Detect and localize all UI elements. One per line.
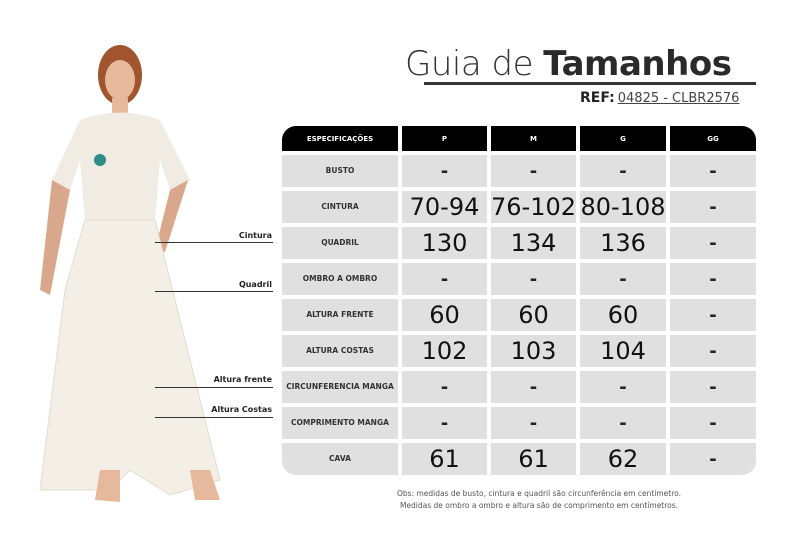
title-underline	[424, 82, 756, 85]
row-label: ALTURA COSTAS	[282, 335, 398, 367]
table-cell: 61	[491, 443, 576, 475]
table-cell: -	[670, 371, 756, 403]
altura-frente-line	[155, 387, 273, 388]
table-cell: -	[580, 371, 666, 403]
row-label: CAVA	[282, 443, 398, 475]
note-line-1: Obs: medidas de busto, cintura e quadril…	[397, 489, 681, 498]
table-cell: -	[670, 299, 756, 331]
table-cell: 60	[402, 299, 487, 331]
ref-value: 04825 - CLBR2576	[617, 91, 740, 106]
title-bold: Tamanhos	[543, 44, 732, 84]
table-cell: -	[670, 227, 756, 259]
table-cell: 103	[491, 335, 576, 367]
table-cell: -	[670, 263, 756, 295]
header-m: M	[491, 126, 576, 151]
table-cell: 76-102	[491, 191, 577, 223]
table-cell: -	[491, 371, 576, 403]
table-cell: -	[402, 155, 487, 187]
header-gg: GG	[670, 126, 756, 151]
table-cell: 80-108	[580, 191, 666, 223]
cintura-line	[155, 242, 273, 243]
table-cell: -	[402, 407, 487, 439]
table-cell: -	[580, 407, 666, 439]
table-cell: 62	[580, 443, 666, 475]
table-cell: 134	[491, 227, 576, 259]
quadril-line	[155, 291, 273, 292]
row-label: COMPRIMENTO MANGA	[282, 407, 398, 439]
row-label: OMBRO A OMBRO	[282, 263, 398, 295]
table-cell: -	[580, 155, 666, 187]
title-light: Guia de	[405, 44, 544, 84]
table-cell: -	[580, 263, 666, 295]
page-title: Guia de Tamanhos	[405, 44, 732, 84]
model-photo	[39, 45, 221, 502]
header-g: G	[580, 126, 666, 151]
table-cell: -	[670, 155, 756, 187]
table-cell: 130	[402, 227, 487, 259]
note-line-2: Medidas de ombro a ombro e altura são de…	[399, 501, 679, 510]
table-cell: -	[670, 443, 756, 475]
reference: REF: 04825 - CLBR2576	[580, 90, 739, 106]
table-cell: 102	[402, 335, 487, 367]
photo-label-cintura: Cintura	[238, 231, 272, 240]
row-label: ALTURA FRENTE	[282, 299, 398, 331]
table-cell: -	[670, 407, 756, 439]
table-cell: -	[670, 335, 756, 367]
photo-label-quadril: Quadril	[238, 280, 272, 289]
row-label: CINTURA	[282, 191, 398, 223]
table-cell: -	[491, 407, 576, 439]
table-cell: 104	[580, 335, 666, 367]
table-cell: -	[491, 263, 576, 295]
row-label: CIRCUNFERENCIA MANGA	[282, 371, 398, 403]
table-cell: 136	[580, 227, 666, 259]
row-label: BUSTO	[282, 155, 398, 187]
table-cell: -	[491, 155, 576, 187]
table-cell: 61	[402, 443, 487, 475]
table-cell: -	[402, 371, 487, 403]
altura-costas-line	[155, 417, 273, 418]
header-p: P	[402, 126, 487, 151]
ref-label: REF:	[580, 90, 615, 106]
table-cell: 70-94	[402, 191, 487, 223]
header-especificações: ESPECIFICAÇÕES	[282, 126, 398, 151]
table-cell: 60	[491, 299, 576, 331]
table-cell: -	[402, 263, 487, 295]
photo-label-altura-frente: Altura frente	[213, 375, 272, 384]
row-label: QUADRIL	[282, 227, 398, 259]
table-cell: -	[670, 191, 756, 223]
table-cell: 60	[580, 299, 666, 331]
photo-label-altura-costas: Altura Costas	[211, 405, 272, 414]
